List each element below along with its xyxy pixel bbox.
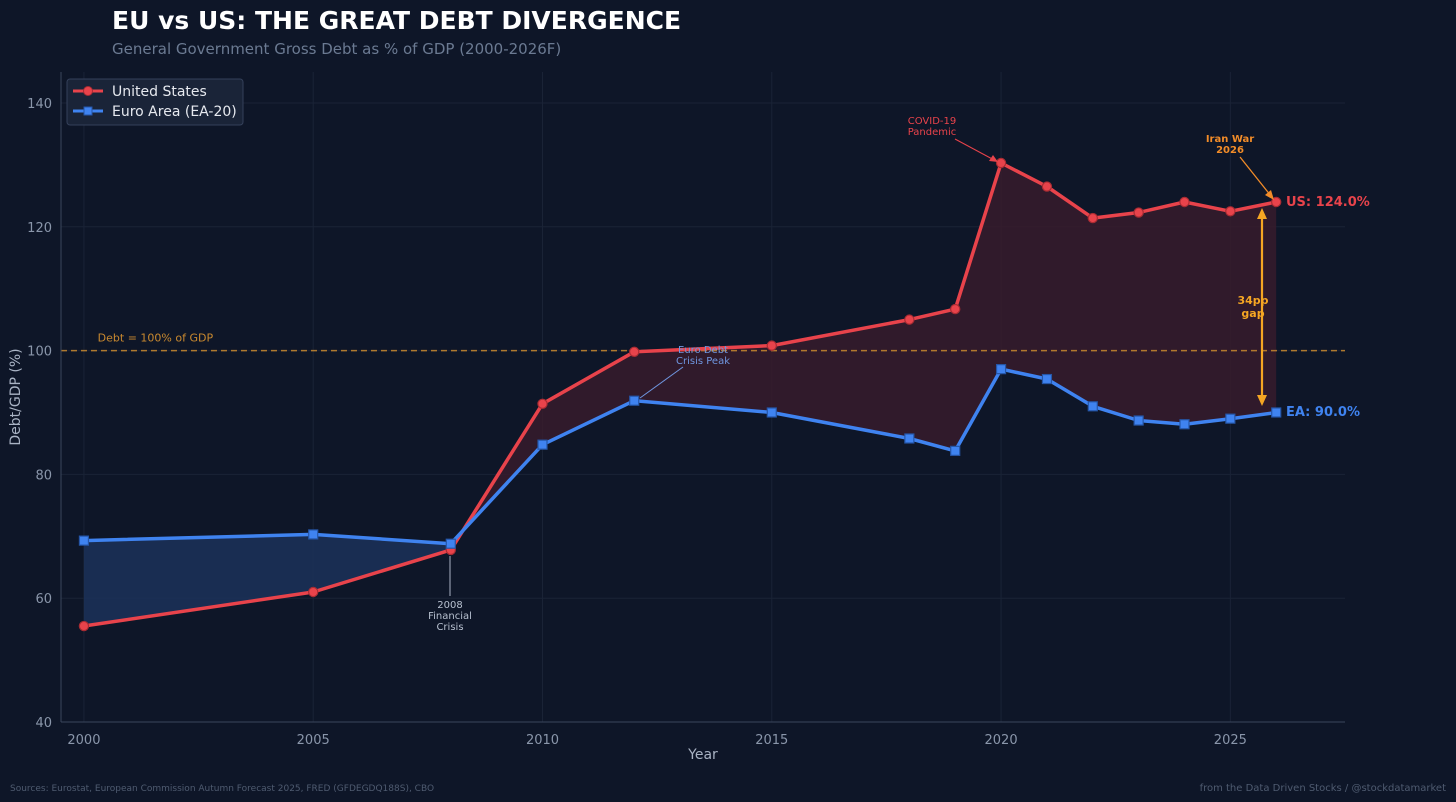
legend: United States Euro Area (EA-20) bbox=[66, 78, 244, 126]
us-data-point bbox=[1041, 181, 1053, 192]
x-tick-label: 2005 bbox=[297, 733, 330, 748]
annotation-line: Crisis bbox=[436, 622, 463, 633]
gap-label: gap bbox=[1241, 307, 1264, 320]
gap-label: 34pp bbox=[1237, 294, 1268, 307]
us-data-point bbox=[629, 346, 640, 358]
axes bbox=[60, 72, 1345, 723]
x-tick-label: 2010 bbox=[526, 733, 559, 748]
y-tick-label: 140 bbox=[27, 97, 52, 112]
ea-data-point bbox=[766, 407, 777, 418]
ea-data-point bbox=[1179, 419, 1190, 430]
us-data-point bbox=[537, 398, 548, 410]
ea-above-area bbox=[83, 530, 463, 626]
reference-line-group: Debt = 100% of GDP bbox=[61, 332, 1345, 352]
ea-data-point bbox=[950, 445, 961, 456]
annotation-covid: COVID-19 Pandemic bbox=[908, 116, 998, 162]
annotation-arrowhead bbox=[989, 155, 998, 162]
x-tick-label: 2000 bbox=[67, 733, 100, 748]
us-data-point bbox=[1133, 207, 1144, 218]
us-data-point bbox=[1179, 196, 1190, 208]
credit-footer: from the Data Driven Stocks / @stockdata… bbox=[1200, 783, 1447, 794]
annotation-euro-debt-crisis: Euro Debt Crisis Peak bbox=[639, 345, 730, 399]
ea-end-label: EA: 90.0% bbox=[1286, 405, 1360, 420]
legend-ea-label: Euro Area (EA-20) bbox=[112, 104, 237, 120]
annotation-line: 2008 bbox=[437, 600, 462, 611]
us-data-point bbox=[308, 586, 319, 598]
y-tick-label: 100 bbox=[27, 345, 52, 360]
annotation-pointer bbox=[954, 138, 997, 162]
annotation-line: Euro Debt bbox=[678, 345, 728, 356]
tick-labels: 40 60 80 100 120 140 2000 2005 2010 2015 2020 2025 bbox=[27, 97, 1247, 748]
annotation-iran-war: Iran War 2026 bbox=[1206, 134, 1274, 200]
y-axis-label: Debt/GDP (%) bbox=[8, 348, 24, 445]
x-tick-label: 2015 bbox=[755, 733, 788, 748]
annotation-line: COVID-19 bbox=[908, 116, 957, 127]
us-data-point bbox=[950, 303, 961, 315]
us-data-point bbox=[1225, 206, 1236, 217]
us-data-point bbox=[904, 314, 915, 325]
us-data-point bbox=[1271, 196, 1282, 208]
ea-data-point bbox=[445, 538, 456, 549]
chart-subtitle: General Government Gross Debt as % of GD… bbox=[112, 40, 561, 58]
annotation-line: Financial bbox=[428, 611, 472, 622]
annotation-line: Iran War bbox=[1206, 134, 1254, 145]
us-end-label: US: 124.0% bbox=[1286, 195, 1370, 210]
x-axis-label: Year bbox=[687, 747, 718, 763]
legend-box bbox=[66, 78, 244, 126]
ea-data-point bbox=[629, 395, 640, 406]
y-tick-label: 80 bbox=[35, 468, 52, 483]
us-data-point bbox=[78, 620, 90, 632]
annotation-line: Crisis Peak bbox=[676, 356, 730, 367]
annotation-line: 2026 bbox=[1216, 145, 1244, 156]
y-tick-label: 60 bbox=[35, 592, 52, 607]
ea-data-point bbox=[1041, 373, 1053, 385]
ea-data-point bbox=[308, 529, 319, 540]
x-tick-label: 2020 bbox=[985, 733, 1018, 748]
gap-indicator: 34pp gap bbox=[1237, 208, 1269, 406]
us-data-point bbox=[995, 157, 1007, 169]
annotation-pointer bbox=[1239, 156, 1272, 197]
annotation-pointer bbox=[639, 366, 684, 399]
y-tick-label: 120 bbox=[27, 221, 52, 236]
reference-line-label: Debt = 100% of GDP bbox=[98, 332, 214, 345]
legend-us-label: United States bbox=[112, 84, 207, 100]
ea-data-point bbox=[904, 433, 915, 444]
annotation-arrowhead bbox=[1265, 190, 1274, 200]
sources-footer: Sources: Eurostat, European Commission A… bbox=[10, 784, 434, 794]
fill-areas bbox=[83, 163, 1277, 626]
legend-us-swatch-marker bbox=[83, 86, 93, 96]
legend-ea-swatch-marker bbox=[83, 106, 93, 116]
annotation-line: Pandemic bbox=[908, 127, 957, 138]
gap-arrowhead-up bbox=[1257, 208, 1267, 219]
annotation-financial-crisis: 2008 Financial Crisis bbox=[428, 556, 472, 633]
us-data-point bbox=[766, 340, 777, 351]
ea-data-point bbox=[1087, 401, 1098, 412]
ea-data-point bbox=[537, 439, 548, 450]
x-tick-label: 2025 bbox=[1214, 733, 1247, 748]
ea-data-point bbox=[1133, 415, 1144, 426]
series-markers bbox=[78, 157, 1282, 632]
ea-data-point bbox=[78, 535, 90, 546]
y-tick-label: 40 bbox=[35, 716, 52, 731]
chart-title: EU vs US: THE GREAT DEBT DIVERGENCE bbox=[112, 6, 681, 35]
gap-arrowhead-down bbox=[1257, 395, 1267, 406]
us-data-point bbox=[1087, 212, 1098, 224]
ea-data-point bbox=[995, 364, 1007, 375]
ea-data-point bbox=[1271, 407, 1282, 418]
us-above-area bbox=[462, 163, 1277, 531]
ea-data-point bbox=[1225, 413, 1236, 424]
